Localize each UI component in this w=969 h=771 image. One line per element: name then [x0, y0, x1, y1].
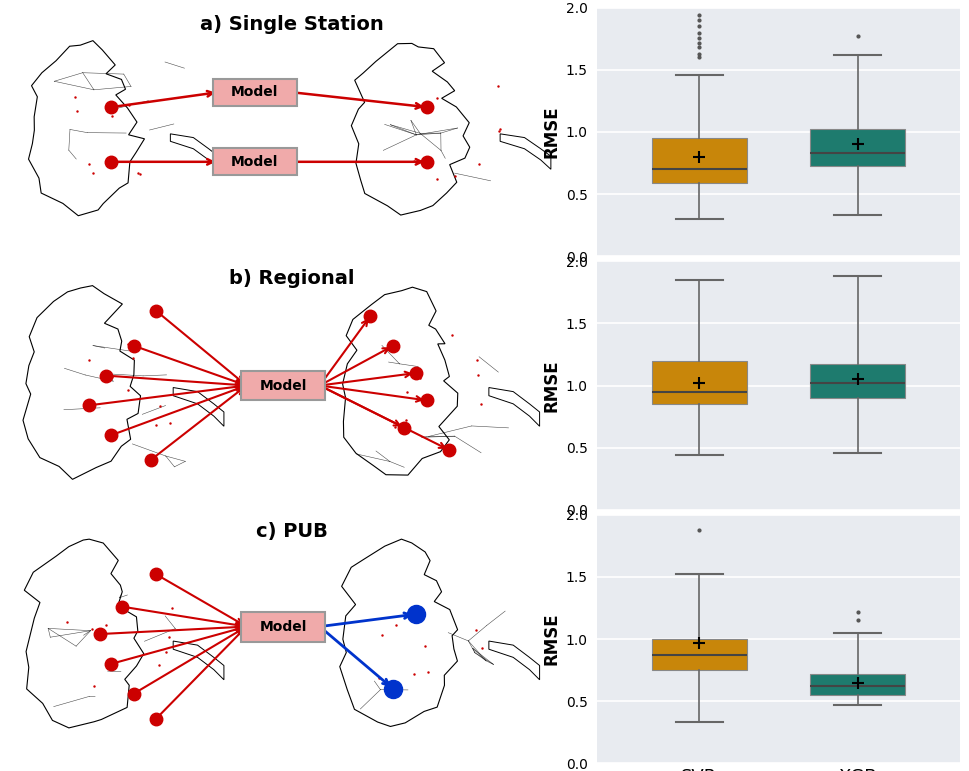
- FancyBboxPatch shape: [212, 79, 297, 106]
- Text: Model: Model: [231, 155, 278, 169]
- PathPatch shape: [809, 365, 904, 398]
- Y-axis label: RMSE: RMSE: [542, 106, 559, 158]
- PathPatch shape: [651, 138, 746, 183]
- Text: c) PUB: c) PUB: [256, 522, 328, 541]
- Y-axis label: RMSE: RMSE: [542, 359, 559, 412]
- Text: Model: Model: [231, 86, 278, 99]
- PathPatch shape: [651, 639, 746, 670]
- FancyBboxPatch shape: [240, 371, 325, 400]
- Text: b) Regional: b) Regional: [229, 268, 354, 288]
- Text: Model: Model: [259, 620, 306, 634]
- Text: a) Single Station: a) Single Station: [200, 15, 383, 34]
- FancyBboxPatch shape: [240, 611, 325, 641]
- PathPatch shape: [809, 674, 904, 695]
- PathPatch shape: [809, 130, 904, 166]
- Text: Model: Model: [259, 379, 306, 392]
- PathPatch shape: [651, 361, 746, 404]
- FancyBboxPatch shape: [212, 148, 297, 176]
- Y-axis label: RMSE: RMSE: [542, 613, 559, 665]
